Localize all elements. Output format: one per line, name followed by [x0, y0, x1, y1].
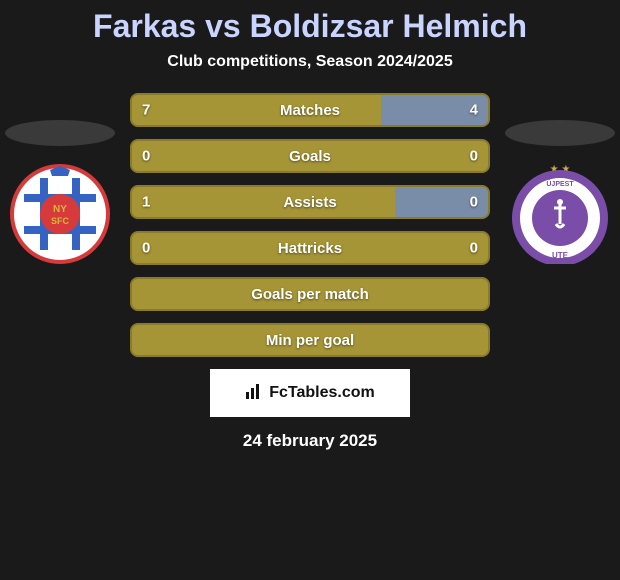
- stat-label: Goals: [289, 148, 331, 165]
- stat-label: Matches: [280, 102, 340, 119]
- stat-value-left: 0: [142, 148, 150, 165]
- stat-row: 7 Matches 4: [130, 93, 490, 127]
- stat-row: Min per goal: [130, 323, 490, 357]
- chart-icon: [245, 382, 263, 405]
- svg-text:NY: NY: [53, 204, 67, 215]
- date-label: 24 february 2025: [0, 431, 620, 451]
- stat-value-right: 0: [470, 194, 478, 211]
- svg-text:ÚJPEST: ÚJPEST: [546, 179, 574, 188]
- stat-value-left: 1: [142, 194, 150, 211]
- right-club-badge: ★ ★ ÚJPEST UTE: [510, 164, 610, 264]
- comparison-card: Farkas vs Boldizsar Helmich Club competi…: [0, 0, 620, 580]
- player-shadow: [5, 120, 115, 146]
- stat-row: 0 Goals 0: [130, 139, 490, 173]
- stat-value-right: 0: [470, 148, 478, 165]
- left-player-area: NY SFC: [0, 120, 120, 264]
- left-club-badge: NY SFC: [10, 164, 110, 264]
- stat-value-left: 0: [142, 240, 150, 257]
- player-shadow: [505, 120, 615, 146]
- stat-row: 1 Assists 0: [130, 185, 490, 219]
- stat-row: 0 Hattricks 0: [130, 231, 490, 265]
- page-title: Farkas vs Boldizsar Helmich: [0, 8, 620, 45]
- stat-row: Goals per match: [130, 277, 490, 311]
- stat-value-right: 0: [470, 240, 478, 257]
- svg-text:UTE: UTE: [552, 251, 569, 260]
- stat-label: Assists: [283, 194, 336, 211]
- svg-text:SFC: SFC: [51, 216, 70, 226]
- right-player-area: ★ ★ ÚJPEST UTE: [500, 120, 620, 264]
- stat-label: Goals per match: [251, 286, 369, 303]
- fctables-watermark: FcTables.com: [210, 369, 410, 417]
- stat-label: Min per goal: [266, 332, 354, 349]
- fctables-label: FcTables.com: [269, 384, 375, 402]
- stat-value-right: 4: [470, 102, 478, 119]
- stats-list: 7 Matches 4 0 Goals 0 1 Assists 0 0 Hattricks 0 Goal…: [130, 93, 490, 357]
- stat-label: Hattricks: [278, 240, 342, 257]
- stat-value-left: 7: [142, 102, 150, 119]
- subtitle: Club competitions, Season 2024/2025: [0, 53, 620, 71]
